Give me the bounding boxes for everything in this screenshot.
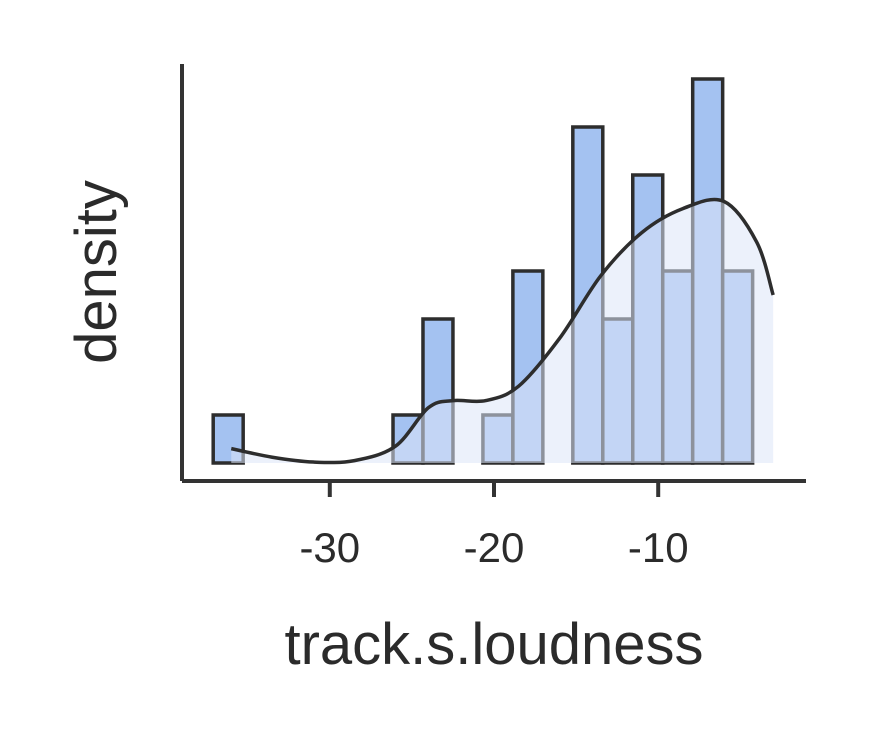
x-tick-label: -30: [299, 524, 360, 571]
x-tick-label: -10: [628, 524, 689, 571]
x-ticks: -30 -20 -10: [299, 481, 689, 571]
kde-area: [231, 199, 774, 463]
x-tick-label: -20: [464, 524, 525, 571]
x-axis-title: track.s.loudness: [284, 612, 703, 677]
kde-line: [230, 197, 775, 465]
kde-layer: [230, 197, 775, 465]
histogram-bar: [211, 413, 245, 465]
y-axis-title: density: [64, 180, 129, 364]
